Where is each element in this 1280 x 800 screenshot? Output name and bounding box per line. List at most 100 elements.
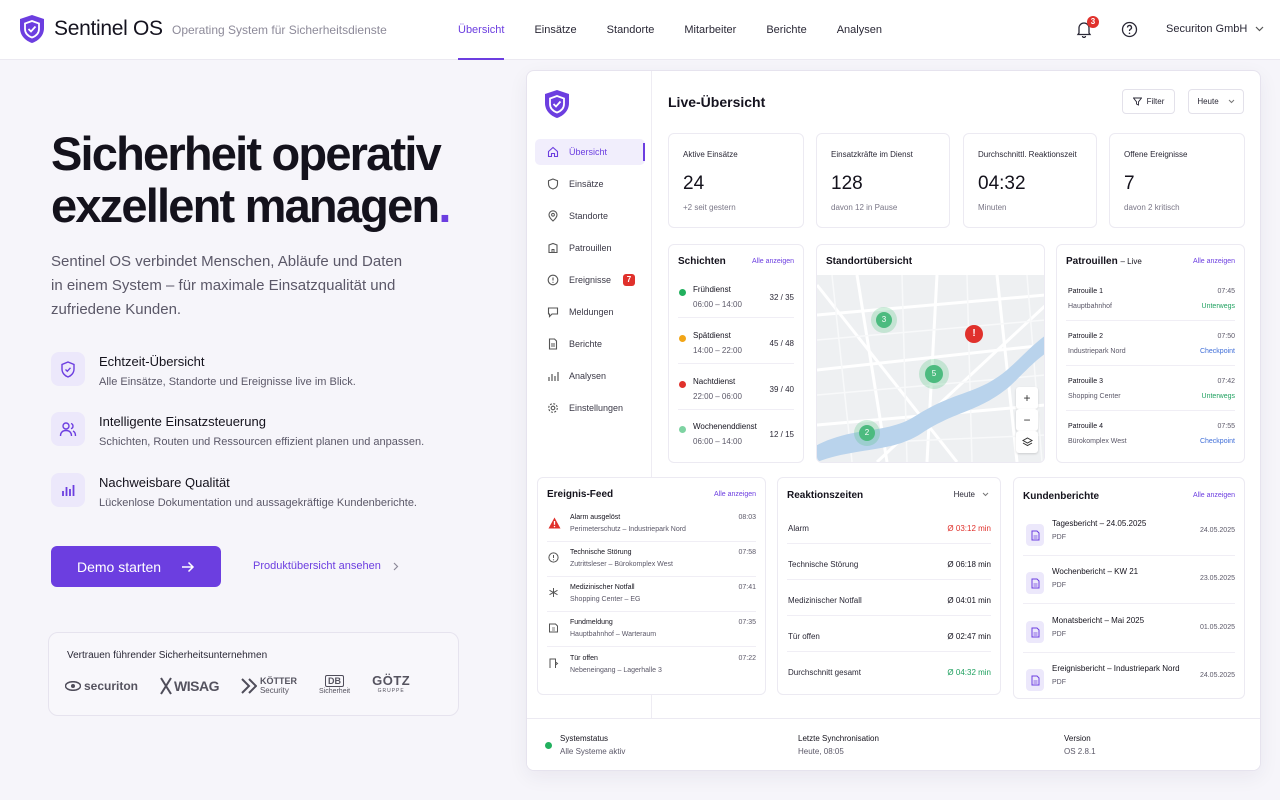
- top-bar: Sentinel OS Operating System für Sicherh…: [0, 0, 1280, 60]
- arrow-right-icon: [182, 561, 195, 572]
- sidebar-item-uebersicht[interactable]: Übersicht: [535, 139, 645, 165]
- zoom-in-button[interactable]: +: [1016, 387, 1038, 409]
- version-label: Version: [1064, 734, 1091, 743]
- door-icon: [549, 658, 559, 668]
- warning-circle-icon: [547, 274, 559, 286]
- system-status-dot: [545, 742, 552, 749]
- message-icon: [547, 307, 559, 318]
- card-title: Ereignis-Feed: [547, 489, 614, 500]
- nav-tab-einsaetze[interactable]: Einsätze: [534, 24, 577, 36]
- card-title: Kundenberichte: [1023, 491, 1100, 502]
- trust-label: Vertrauen führender Sicherheitsunternehm…: [67, 650, 268, 661]
- box-icon: [549, 623, 558, 633]
- events-count-badge: 7: [623, 274, 635, 286]
- notification-badge: 3: [1087, 16, 1099, 28]
- show-all-shifts-link[interactable]: Alle anzeigen: [751, 258, 794, 265]
- kpi-value: 04:32: [978, 173, 1026, 194]
- kpi-card-active-missions[interactable]: Aktive Einsätze 24 +2 seit gestern: [668, 133, 804, 228]
- sidebar-item-patrouillen[interactable]: Patrouillen: [535, 235, 645, 261]
- nav-tab-berichte[interactable]: Berichte: [766, 24, 807, 36]
- kpi-value: 7: [1124, 173, 1135, 194]
- shifts-card: Schichten Alle anzeigen Frühdienst 06:00 …: [668, 244, 804, 463]
- kpi-card-reaction-time[interactable]: Durchschnittl. Reaktionszeit 04:32 Minut…: [963, 133, 1097, 228]
- feature-quality: Nachweisbare Qualität Lückenlose Dokument…: [51, 473, 471, 509]
- feature-desc: Schichten, Routen und Ressourcen effizie…: [99, 436, 425, 448]
- sidebar-item-label: Ereignisse: [569, 275, 612, 285]
- nav-tab-analysen[interactable]: Analysen: [836, 24, 882, 36]
- demo-button-label: Demo starten: [77, 558, 162, 575]
- period-select[interactable]: Heute: [1188, 89, 1244, 114]
- system-status-label: Systemstatus: [560, 734, 609, 743]
- product-overview-link[interactable]: Produktübersicht ansehen: [253, 560, 399, 572]
- shield-logo-icon: [545, 90, 569, 118]
- sync-value: Heute, 08:05: [798, 747, 844, 756]
- map-cluster-marker[interactable]: 2: [854, 420, 880, 446]
- chevron-right-icon: [393, 562, 399, 570]
- show-all-reports-link[interactable]: Alle anzeigen: [1192, 492, 1235, 499]
- feature-title: Nachweisbare Qualität: [99, 475, 230, 490]
- map-alert-marker[interactable]: !: [965, 325, 983, 343]
- sidebar-item-einstellungen[interactable]: Einstellungen: [535, 395, 645, 421]
- status-dot: [679, 426, 686, 433]
- sidebar-item-einsaetze[interactable]: Einsätze: [535, 171, 645, 197]
- dashboard-preview: Übersicht Einsätze Standorte Patrouillen…: [526, 70, 1261, 771]
- main-nav: Übersicht Einsätze Standorte Mitarbeiter…: [458, 0, 912, 60]
- users-icon: [51, 412, 85, 446]
- map-cluster-marker[interactable]: 5: [919, 359, 949, 389]
- pdf-file-icon: [1026, 621, 1044, 643]
- feature-title: Intelligente Einsatzsteuerung: [99, 414, 266, 429]
- kpi-sub: +2 seit gestern: [683, 203, 736, 212]
- show-all-patrols-link[interactable]: Alle anzeigen: [1192, 258, 1235, 265]
- warning-circle-icon: [548, 552, 559, 563]
- alert-icon: [548, 517, 561, 529]
- nav-tab-uebersicht[interactable]: Übersicht: [458, 0, 505, 60]
- status-dot: [679, 381, 686, 388]
- status-dot: [679, 335, 686, 342]
- sidebar-item-label: Berichte: [569, 339, 603, 349]
- sidebar-item-label: Patrouillen: [569, 243, 612, 253]
- filter-button[interactable]: Filter: [1122, 89, 1175, 114]
- sidebar-item-label: Einsätze: [569, 179, 604, 189]
- feature-desc: Alle Einsätze, Standorte und Ereignisse …: [99, 376, 356, 388]
- shield-logo-icon: [20, 15, 44, 43]
- partner-logos: securiton WISAG KÖTTER Security DB Sicherh…: [65, 674, 410, 697]
- company-switcher[interactable]: Securiton GmbH: [1166, 23, 1264, 35]
- pdf-file-icon: [1026, 524, 1044, 546]
- kpi-label: Aktive Einsätze: [683, 150, 738, 159]
- bar-chart-icon: [548, 372, 559, 381]
- logo[interactable]: Sentinel OS: [18, 14, 163, 44]
- reaction-period-select[interactable]: Heute: [954, 490, 989, 499]
- pdf-file-icon: [1026, 669, 1044, 691]
- sidebar-item-berichte[interactable]: Berichte: [535, 331, 645, 357]
- sidebar-item-standorte[interactable]: Standorte: [535, 203, 645, 229]
- chevron-down-icon: [1228, 99, 1235, 104]
- map-cluster-marker[interactable]: 3: [871, 307, 897, 333]
- card-title: Schichten: [678, 256, 726, 267]
- zoom-out-button[interactable]: −: [1016, 409, 1038, 431]
- sidebar-item-label: Analysen: [569, 371, 607, 381]
- sidebar-item-meldungen[interactable]: Meldungen: [535, 299, 645, 325]
- shield-icon: [51, 352, 85, 386]
- demo-start-button[interactable]: Demo starten: [51, 546, 221, 587]
- kpi-value: 24: [683, 173, 705, 194]
- help-icon[interactable]: [1121, 21, 1138, 38]
- hero-text: Sentinel OS verbindet Menschen, Abläufe …: [51, 253, 403, 318]
- hero-title: Sicherheit operativ exzellent managen.: [51, 127, 451, 232]
- kpi-label: Durchschnittl. Reaktionszeit: [978, 150, 1077, 159]
- sidebar-item-analysen[interactable]: Analysen: [535, 363, 645, 389]
- kpi-card-staff-on-duty[interactable]: Einsatzkräfte im Dienst 128 davon 12 in …: [816, 133, 950, 228]
- kpi-value: 128: [831, 173, 863, 194]
- feature-title: Echtzeit-Übersicht: [99, 354, 205, 369]
- nav-tab-mitarbeiter[interactable]: Mitarbeiter: [684, 24, 737, 36]
- show-all-events-link[interactable]: Alle anzeigen: [713, 491, 756, 498]
- layers-button[interactable]: [1016, 431, 1038, 453]
- sidebar-item-ereignisse[interactable]: Ereignisse 7: [535, 267, 645, 293]
- kpi-card-open-events[interactable]: Offene Ereignisse 7 davon 2 kritisch: [1109, 133, 1245, 228]
- trust-logos-box: Vertrauen führender Sicherheitsunternehm…: [48, 632, 459, 716]
- page-title: Live-Übersicht: [668, 94, 766, 110]
- bell-icon[interactable]: [1076, 21, 1092, 38]
- route-icon: [548, 242, 558, 254]
- map[interactable]: 3 5 2 ! + −: [817, 275, 1044, 462]
- nav-tab-standorte[interactable]: Standorte: [606, 24, 655, 36]
- card-title: Standortübersicht: [826, 256, 913, 267]
